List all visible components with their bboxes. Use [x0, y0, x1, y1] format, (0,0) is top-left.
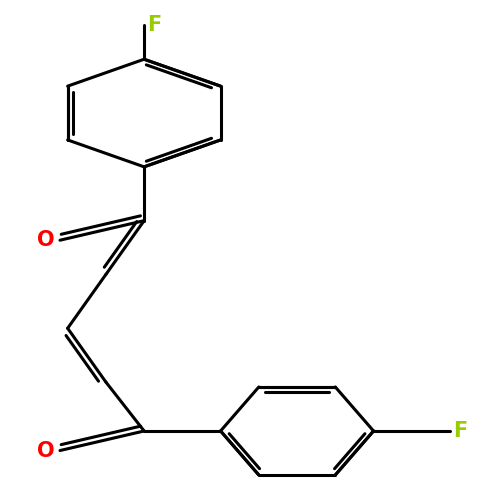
Text: O: O: [37, 440, 55, 460]
Text: F: F: [147, 15, 161, 35]
Text: O: O: [37, 230, 55, 250]
Text: F: F: [453, 421, 467, 441]
